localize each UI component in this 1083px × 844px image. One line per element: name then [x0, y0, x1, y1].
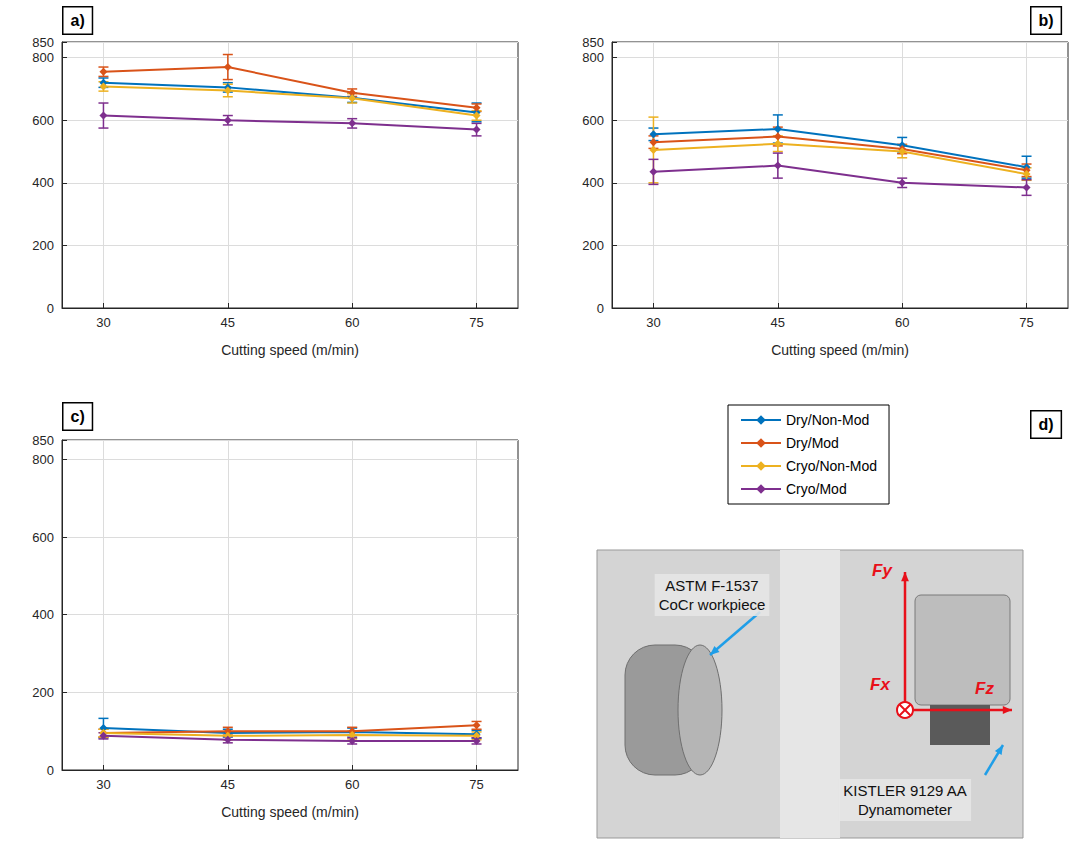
svg-text:Fx: Fx	[870, 675, 891, 694]
svg-text:850: 850	[32, 433, 54, 448]
svg-text:60: 60	[345, 777, 359, 792]
svg-text:75: 75	[1019, 315, 1033, 330]
svg-text:800: 800	[32, 50, 54, 65]
svg-text:Cryo/Non-Mod: Cryo/Non-Mod	[786, 458, 877, 474]
svg-text:a): a)	[71, 12, 85, 29]
svg-text:60: 60	[895, 315, 909, 330]
svg-text:600: 600	[32, 113, 54, 128]
svg-text:30: 30	[96, 777, 110, 792]
svg-text:Dry/Mod: Dry/Mod	[786, 435, 839, 451]
svg-text:200: 200	[32, 238, 54, 253]
svg-text:800: 800	[582, 50, 604, 65]
svg-text:400: 400	[582, 175, 604, 190]
svg-text:Dry/Non-Mod: Dry/Non-Mod	[786, 412, 869, 428]
svg-text:b): b)	[1039, 12, 1054, 29]
svg-text:75: 75	[469, 315, 483, 330]
svg-text:KISTLER 9129 AA: KISTLER 9129 AA	[843, 782, 966, 799]
svg-text:75: 75	[469, 777, 483, 792]
svg-text:Fz: Fz	[975, 679, 994, 698]
svg-text:200: 200	[582, 238, 604, 253]
svg-text:0: 0	[47, 763, 54, 778]
svg-text:Dynamometer: Dynamometer	[858, 801, 952, 818]
svg-text:CoCr workpiece: CoCr workpiece	[659, 596, 766, 613]
svg-text:45: 45	[221, 777, 235, 792]
svg-text:400: 400	[32, 175, 54, 190]
svg-text:30: 30	[96, 315, 110, 330]
svg-text:c): c)	[71, 408, 85, 425]
svg-text:400: 400	[32, 607, 54, 622]
svg-text:Cutting speed (m/min): Cutting speed (m/min)	[221, 804, 359, 820]
svg-text:Cutting speed (m/min): Cutting speed (m/min)	[771, 342, 909, 358]
svg-text:800: 800	[32, 452, 54, 467]
svg-text:0: 0	[47, 301, 54, 316]
svg-text:ASTM F-1537: ASTM F-1537	[665, 577, 758, 594]
svg-text:45: 45	[221, 315, 235, 330]
svg-text:0: 0	[597, 301, 604, 316]
svg-text:850: 850	[582, 35, 604, 50]
svg-text:600: 600	[582, 113, 604, 128]
svg-text:600: 600	[32, 530, 54, 545]
svg-text:850: 850	[32, 35, 54, 50]
svg-text:200: 200	[32, 685, 54, 700]
svg-text:Fy: Fy	[872, 561, 893, 580]
svg-text:60: 60	[345, 315, 359, 330]
svg-text:45: 45	[771, 315, 785, 330]
svg-text:Cutting speed (m/min): Cutting speed (m/min)	[221, 342, 359, 358]
svg-text:d): d)	[1039, 416, 1054, 433]
svg-text:30: 30	[646, 315, 660, 330]
svg-text:Cryo/Mod: Cryo/Mod	[786, 481, 847, 497]
